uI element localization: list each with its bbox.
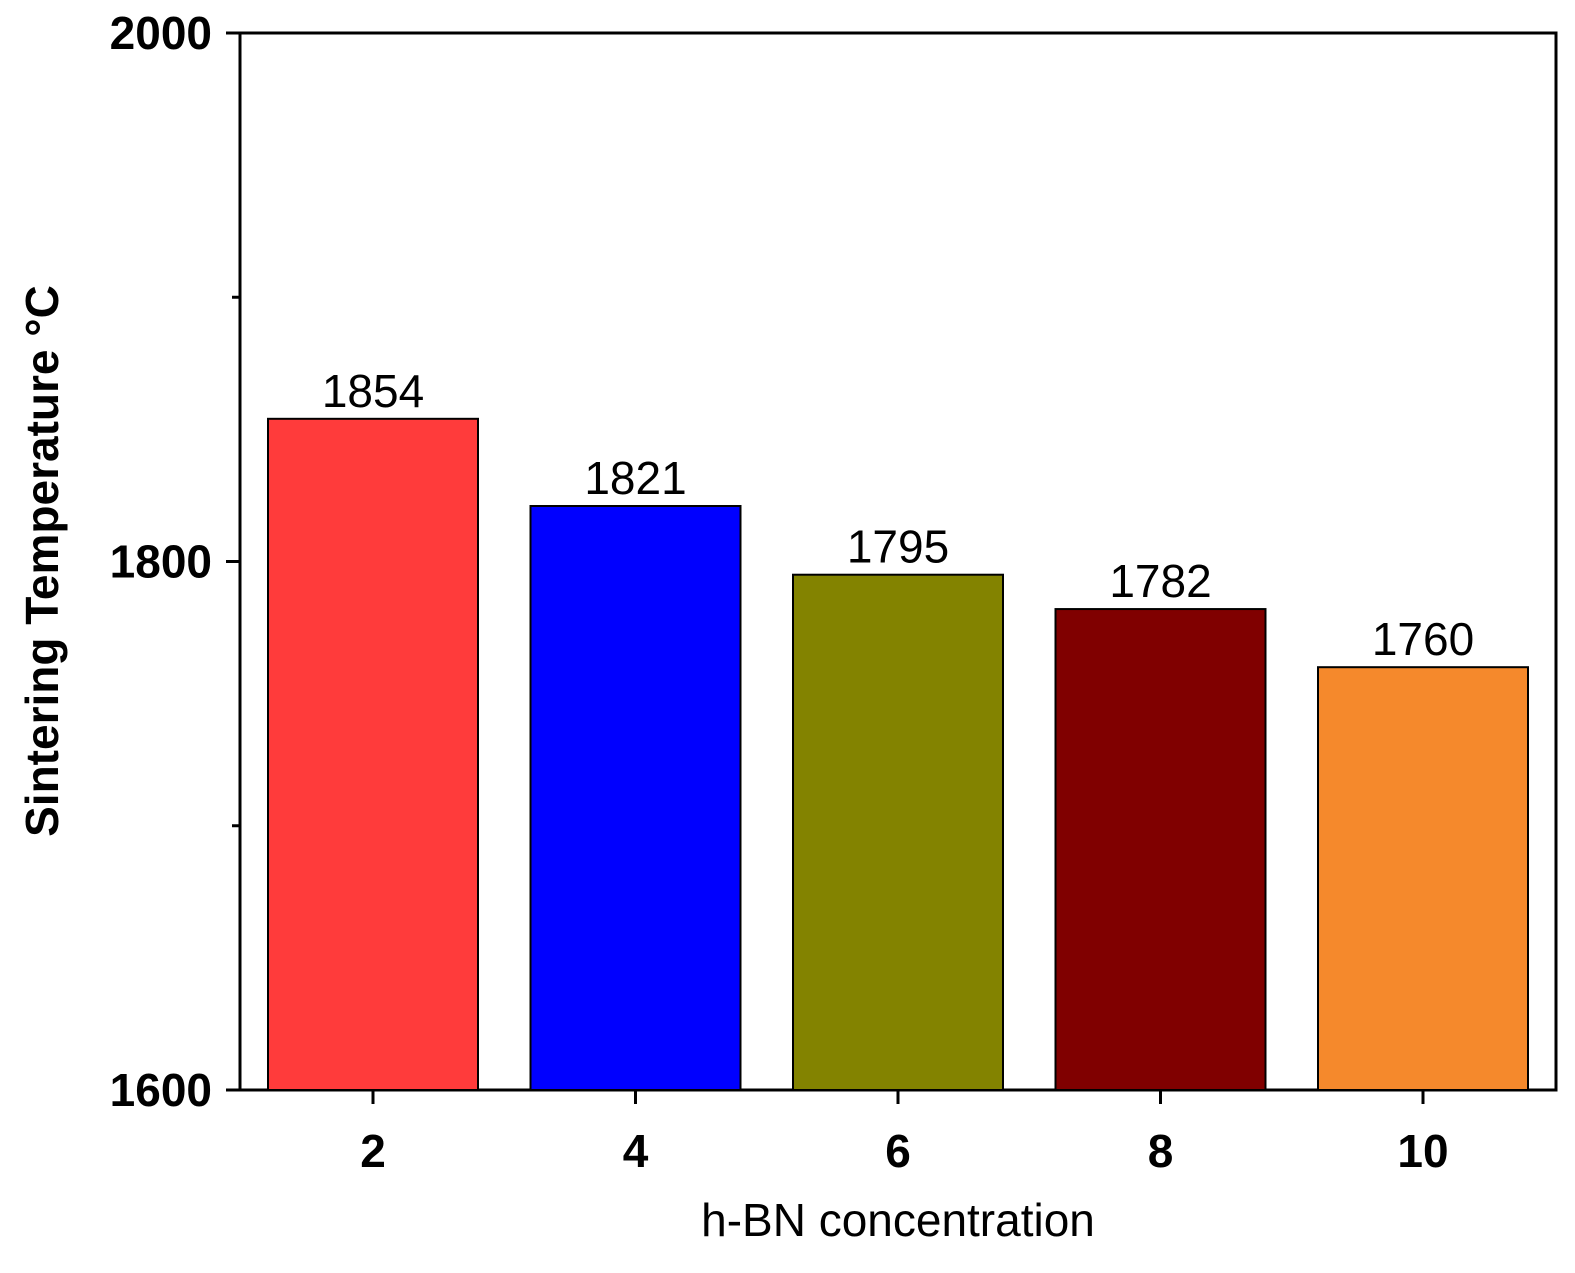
x-tick-label-4: 4 <box>623 1125 649 1177</box>
data-label-2: 1854 <box>322 365 424 417</box>
data-label-4: 1821 <box>584 452 686 504</box>
y-tick-label-1600: 1600 <box>110 1064 212 1116</box>
bars-group <box>267 417 1529 1091</box>
data-label-6: 1795 <box>847 521 949 573</box>
y-tick-label-2000: 2000 <box>110 7 212 59</box>
y-axis: 1600 1800 2000 <box>110 7 240 1116</box>
bar-6 <box>792 573 1004 1091</box>
x-axis-label: h-BN concentration <box>701 1194 1095 1246</box>
y-tick-label-1800: 1800 <box>110 536 212 588</box>
x-axis: 2 4 6 8 10 <box>360 1090 1449 1177</box>
x-tick-label-8: 8 <box>1148 1125 1174 1177</box>
x-tick-label-10: 10 <box>1397 1125 1448 1177</box>
bar-8 <box>1054 608 1267 1091</box>
x-tick-label-2: 2 <box>360 1125 386 1177</box>
data-labels-group: 1854 1821 1795 1782 1760 <box>322 365 1474 665</box>
x-tick-label-6: 6 <box>885 1125 911 1177</box>
bar-10 <box>1317 666 1529 1091</box>
bar-2 <box>267 417 479 1091</box>
y-axis-label: Sintering Temperature °C <box>16 285 68 837</box>
data-label-10: 1760 <box>1372 613 1474 665</box>
bar-4 <box>529 505 742 1091</box>
data-label-8: 1782 <box>1109 555 1211 607</box>
